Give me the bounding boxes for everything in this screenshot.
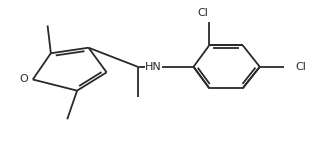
Text: O: O [20, 75, 28, 84]
Text: HN: HN [145, 62, 162, 72]
Text: Cl: Cl [295, 62, 306, 72]
Text: Cl: Cl [197, 8, 208, 18]
